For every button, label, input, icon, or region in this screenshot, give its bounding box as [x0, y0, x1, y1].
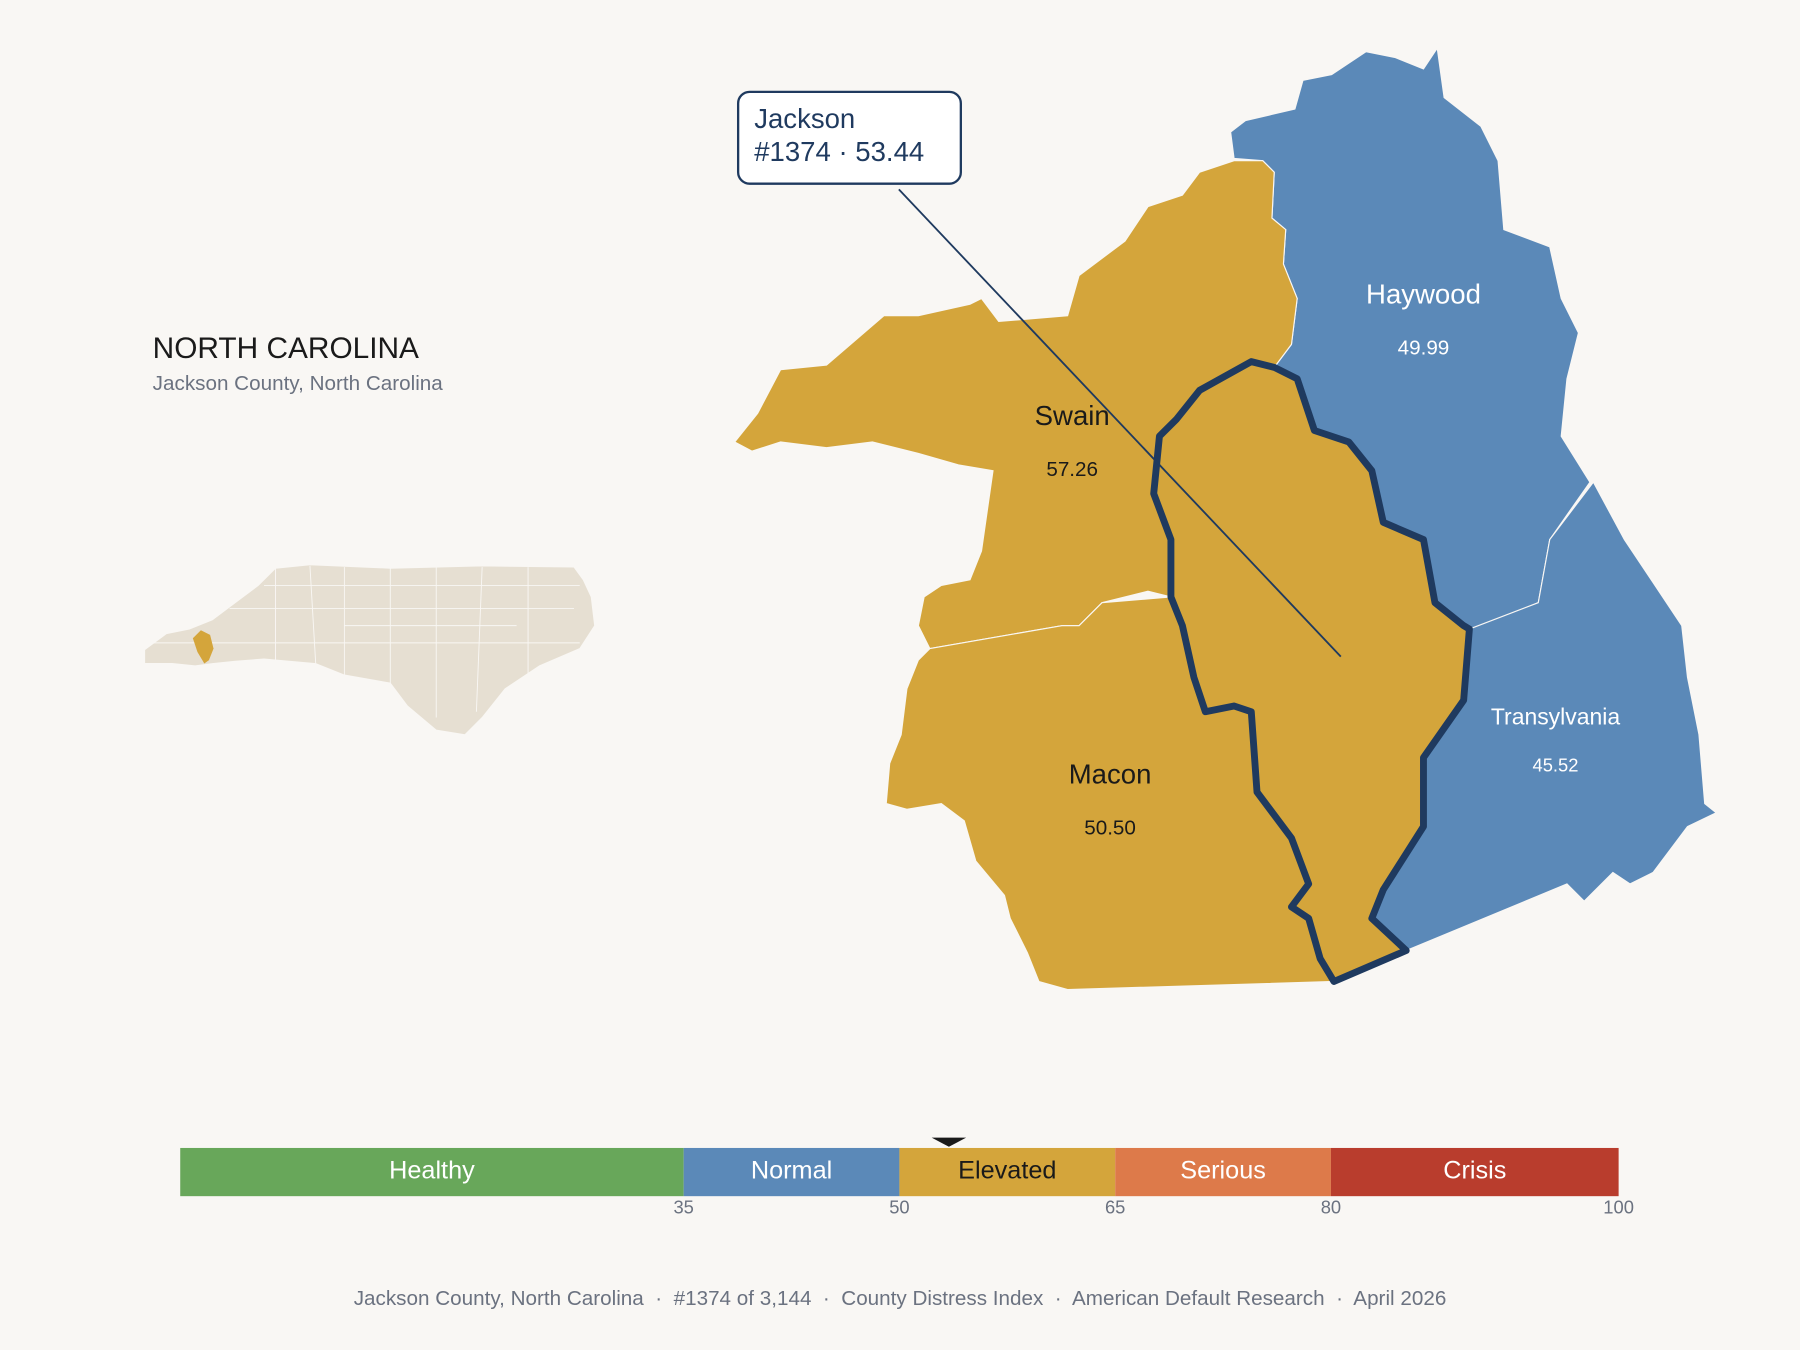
callout-detail: #1374 · 53.44 — [754, 136, 924, 167]
legend-band — [899, 1147, 1116, 1197]
legend-band — [1330, 1147, 1619, 1197]
legend-band-label: Normal — [751, 1157, 832, 1185]
legend-band-label: Serious — [1180, 1157, 1266, 1185]
inset-map — [144, 564, 596, 736]
title: NORTH CAROLINA — [153, 332, 419, 365]
county-map — [733, 46, 1718, 991]
county-value: 57.26 — [1046, 458, 1098, 481]
county-value: 50.50 — [1084, 816, 1136, 839]
legend-band — [683, 1147, 900, 1197]
legend-tick-label: 35 — [673, 1197, 693, 1218]
legend-band-label: Healthy — [389, 1157, 475, 1185]
legend-band — [1115, 1147, 1331, 1197]
county-name: Haywood — [1366, 278, 1481, 309]
footer: Jackson County, North Carolina · #1374 o… — [354, 1287, 1447, 1310]
legend-marker — [931, 1137, 967, 1147]
legend-tick-label: 65 — [1105, 1197, 1125, 1218]
legend-band-label: Elevated — [958, 1157, 1056, 1185]
county-name: Swain — [1035, 400, 1110, 431]
callout-box — [736, 90, 962, 185]
callout-name: Jackson — [754, 103, 855, 134]
county-value: 49.99 — [1398, 336, 1450, 359]
legend-tick-label: 80 — [1321, 1197, 1341, 1218]
inset-county-lines — [144, 565, 580, 718]
callout-leader — [898, 188, 1342, 658]
inset-highlight — [192, 630, 214, 664]
county-labels: Haywood 49.99 Transylvania 45.52 Swain 57.26 M… — [1035, 278, 1621, 839]
subtitle: Jackson County, North Carolina — [153, 372, 444, 395]
county-value: 45.52 — [1533, 755, 1579, 776]
legend-tick-label: 50 — [889, 1197, 909, 1218]
county-name: Macon — [1069, 758, 1152, 789]
legend-tick-label: 100 — [1603, 1197, 1634, 1218]
callout: Jackson #1374 · 53.44 — [736, 90, 1342, 658]
legend-band — [180, 1147, 684, 1197]
county-name: Transylvania — [1491, 704, 1620, 730]
legend-band-label: Crisis — [1443, 1157, 1506, 1185]
legend: Healthy Normal Elevated Serious Crisis 35 50 65… — [180, 1137, 1634, 1218]
selected-county — [1150, 358, 1473, 985]
state-outline — [144, 564, 596, 736]
